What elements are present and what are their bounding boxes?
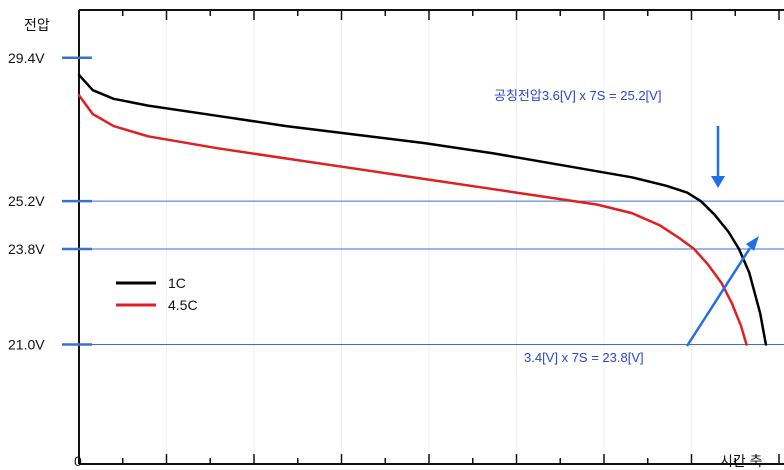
annotation-arrowhead-cutoff	[746, 236, 759, 251]
grid-lines	[166, 10, 692, 464]
reference-lines	[62, 200, 784, 346]
legend-label-4-5c: 4.5C	[168, 297, 198, 313]
x-axis-title: 시간 축	[720, 453, 763, 469]
legend: 1C 4.5C	[116, 275, 198, 313]
y-tick-label: 29.4V	[8, 50, 45, 66]
legend-label-1c: 1C	[168, 275, 186, 291]
y-tick-label: 21.0V	[8, 337, 45, 353]
annotation-cutoff-voltage: 3.4[V] x 7S = 23.8[V]	[524, 350, 644, 365]
y-tick-label: 25.2V	[8, 193, 45, 209]
annotation-arrow-cutoff	[685, 247, 752, 347]
x-tick-label-0: 0	[74, 453, 82, 469]
y-tick-label: 23.8V	[8, 241, 45, 257]
series-line-1c	[77, 73, 768, 346]
frame-ticks	[122, 10, 780, 464]
annotation-arrowhead-nominal	[711, 176, 725, 188]
series-lines	[77, 73, 768, 346]
annotation-nominal-voltage: 공칭전압3.6[V] x 7S = 25.2[V]	[494, 88, 661, 103]
series-line-4-5c	[77, 94, 748, 346]
y-axis-title: 전압	[24, 17, 50, 33]
y-ticks: 29.4V 25.2V 23.8V 21.0V	[8, 50, 92, 353]
axes	[78, 9, 784, 465]
